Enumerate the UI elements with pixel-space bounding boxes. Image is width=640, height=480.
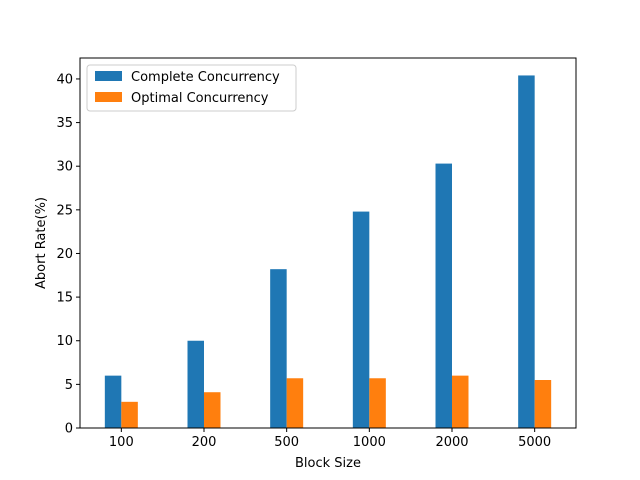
y-tick-label-0: 0 bbox=[65, 422, 73, 437]
plot-frame bbox=[79, 57, 577, 429]
legend-frame bbox=[86, 64, 297, 112]
x-tick-label-500: 500 bbox=[274, 435, 299, 450]
bar-complete-concurrency-5000 bbox=[518, 75, 535, 428]
x-axis-label: Block Size bbox=[295, 456, 361, 471]
legend-swatch-complete-concurrency bbox=[95, 71, 122, 81]
y-tick-label-40: 40 bbox=[56, 72, 73, 87]
bar-optimal-concurrency-5000 bbox=[534, 380, 552, 428]
bar-complete-concurrency-2000 bbox=[435, 163, 452, 428]
y-tick-label-15: 15 bbox=[56, 291, 73, 306]
legend-label-complete-concurrency: Complete Concurrency bbox=[131, 70, 280, 85]
bar-optimal-concurrency-1000 bbox=[369, 378, 386, 428]
y-tick-label-30: 30 bbox=[56, 160, 73, 175]
bar-optimal-concurrency-100 bbox=[121, 401, 138, 428]
legend: Complete Concurrency Optimal Concurrency bbox=[86, 64, 297, 112]
x-tick-label-2000: 2000 bbox=[435, 435, 468, 450]
x-tick-label-1000: 1000 bbox=[353, 435, 386, 450]
bar-complete-concurrency-200 bbox=[187, 340, 204, 428]
bar-optimal-concurrency-200 bbox=[204, 392, 221, 428]
bar-complete-concurrency-100 bbox=[104, 375, 122, 428]
x-tick-label-200: 200 bbox=[192, 435, 217, 450]
bar-optimal-concurrency-500 bbox=[286, 378, 304, 428]
y-tick-label-5: 5 bbox=[65, 378, 73, 393]
legend-label-optimal-concurrency: Optimal Concurrency bbox=[131, 91, 269, 106]
bars-layer bbox=[104, 75, 552, 428]
y-tick-label-35: 35 bbox=[56, 116, 73, 131]
y-tick-label-10: 10 bbox=[56, 334, 73, 349]
y-tick-label-25: 25 bbox=[56, 203, 73, 218]
bar-optimal-concurrency-2000 bbox=[452, 375, 469, 428]
x-tick-label-5000: 5000 bbox=[518, 435, 551, 450]
legend-swatch-optimal-concurrency bbox=[95, 92, 122, 102]
bar-complete-concurrency-500 bbox=[270, 269, 287, 428]
x-tick-label-100: 100 bbox=[109, 435, 134, 450]
bar-complete-concurrency-1000 bbox=[352, 211, 370, 428]
y-tick-label-20: 20 bbox=[56, 247, 73, 262]
y-axis: 0 5 10 15 20 25 30 35 40 bbox=[56, 72, 80, 437]
y-axis-label: Abort Rate(%) bbox=[34, 197, 49, 289]
plot-area bbox=[80, 58, 576, 428]
x-axis: 100 200 500 1000 2000 5000 bbox=[109, 428, 551, 450]
